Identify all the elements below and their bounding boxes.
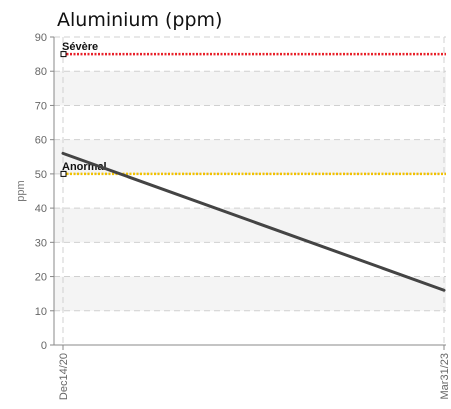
x-tick-label: Mar31/23 xyxy=(439,353,451,399)
y-axis-label: ppm xyxy=(15,180,27,201)
grid-band xyxy=(54,139,446,174)
y-tick-label: 10 xyxy=(35,306,47,318)
y-tick-label: 50 xyxy=(35,169,47,181)
y-tick-label: 30 xyxy=(35,237,47,249)
y-tick-label: 20 xyxy=(35,272,47,284)
series-line xyxy=(61,151,446,292)
y-tick-label: 70 xyxy=(35,100,47,112)
y-tick-label: 90 xyxy=(35,32,47,44)
grid-band xyxy=(54,208,446,243)
y-tick-label: 60 xyxy=(35,135,47,147)
chart-title: Aluminium (ppm) xyxy=(57,9,222,31)
y-tick-label: 80 xyxy=(35,66,47,78)
axes xyxy=(53,37,446,346)
plot-bands xyxy=(54,71,446,311)
series-lines xyxy=(61,151,446,292)
y-tick-label: 0 xyxy=(41,340,47,352)
y-tick-label: 40 xyxy=(35,203,47,215)
x-tick-labels: Dec14/20 Mar31/23 xyxy=(58,345,451,400)
y-tick-labels: 0 10 20 30 40 50 60 70 80 90 xyxy=(35,32,54,352)
threshold-label: Sévère xyxy=(62,41,98,53)
grid-band xyxy=(54,276,446,311)
x-tick-label: Dec14/20 xyxy=(58,353,70,400)
grid-band xyxy=(54,71,446,106)
threshold-marker xyxy=(60,51,67,58)
threshold-marker xyxy=(60,170,67,177)
